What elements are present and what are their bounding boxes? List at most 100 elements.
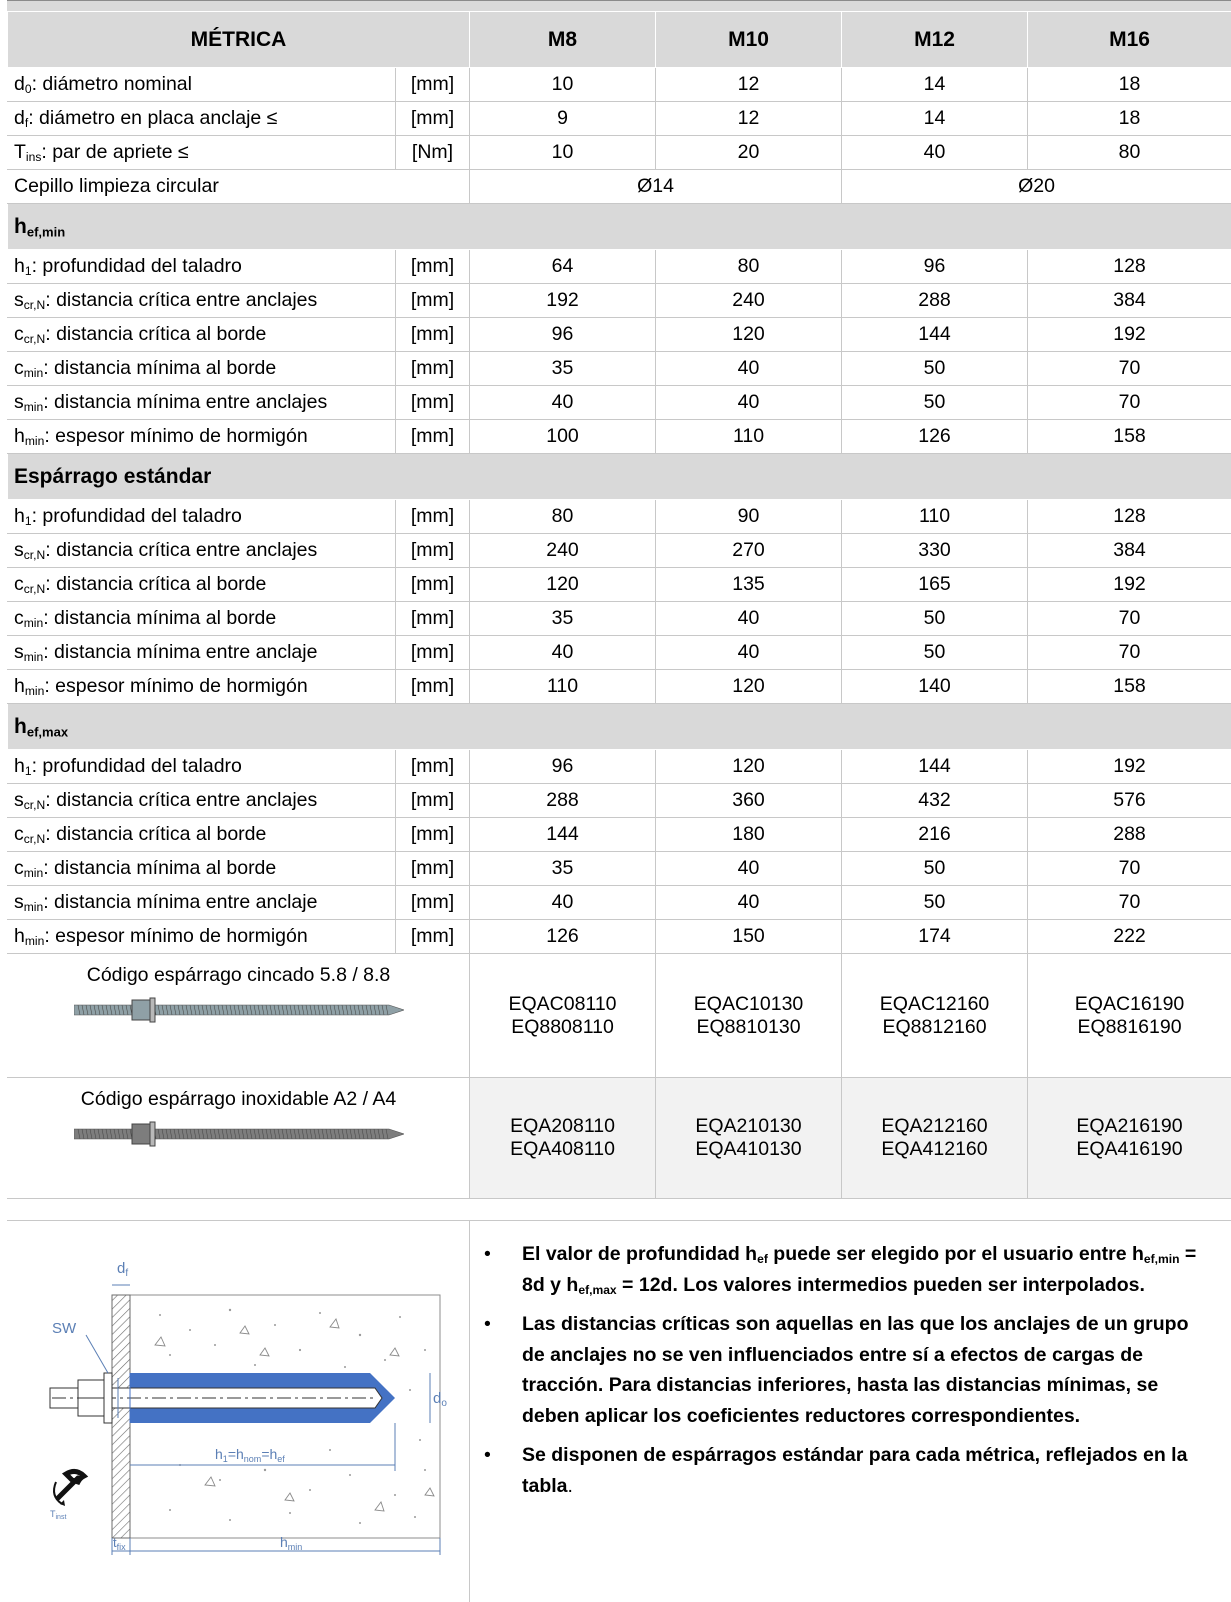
code-line: EQA410130 — [656, 1138, 841, 1161]
value-cell: 12 — [656, 102, 842, 136]
symbol-subscript: 1 — [25, 514, 32, 528]
row-label: scr,N: distancia crítica entre anclajes — [8, 534, 396, 568]
table-row: smin: distancia mínima entre anclaje[mm]… — [8, 886, 1231, 920]
unit-cell: [mm] — [396, 352, 470, 386]
label-sw: SW — [52, 1320, 77, 1337]
value-cell: 35 — [470, 852, 656, 886]
value-cell: 158 — [1028, 670, 1231, 704]
value-cell: 40 — [470, 386, 656, 420]
row-label: hmin: espesor mínimo de hormigón — [8, 420, 396, 454]
value-cell: 174 — [842, 920, 1028, 954]
value-cell: 40 — [656, 602, 842, 636]
symbol: s — [14, 289, 24, 311]
description: : distancia crítica entre anclajes — [45, 289, 317, 311]
row-label: ccr,N: distancia crítica al borde — [8, 568, 396, 602]
value-cell: 40 — [656, 352, 842, 386]
symbol-subscript: min — [25, 934, 44, 948]
torque-wrench-icon — [54, 1471, 84, 1506]
value-cell: 10 — [470, 136, 656, 170]
description: : distancia mínima entre anclaje — [43, 641, 317, 663]
code-line: EQA416190 — [1028, 1138, 1231, 1161]
symbol-subscript: cr,N — [24, 832, 45, 846]
table-row: smin: distancia mínima entre anclajes[mm… — [8, 386, 1231, 420]
row-label: d0: diámetro nominal — [8, 68, 396, 102]
row-label: hmin: espesor mínimo de hormigón — [8, 920, 396, 954]
value-cell: 192 — [1028, 568, 1231, 602]
symbol-subscript: cr,N — [24, 548, 45, 562]
table-row: scr,N: distancia crítica entre anclajes[… — [8, 534, 1231, 568]
value-cell: 50 — [842, 602, 1028, 636]
symbol-subscript: cr,N — [24, 582, 45, 596]
symbol-subscript: 1 — [25, 264, 32, 278]
value-cell: 64 — [470, 250, 656, 284]
symbol-subscript: min — [24, 900, 43, 914]
section-title-text: h — [14, 715, 27, 738]
value-cell: 120 — [656, 750, 842, 784]
row-label: smin: distancia mínima entre anclaje — [8, 636, 396, 670]
value-cell: 180 — [656, 818, 842, 852]
note-critical-distances: Las distancias críticas son aquellas en … — [522, 1309, 1214, 1431]
symbol-subscript: cr,N — [24, 332, 45, 346]
symbol: h — [14, 925, 25, 947]
value-cell: 128 — [1028, 250, 1231, 284]
unit-cell: [mm] — [396, 102, 470, 136]
description: : par de apriete ≤ — [41, 141, 188, 163]
symbol: s — [14, 891, 24, 913]
value-cell: 40 — [470, 636, 656, 670]
symbol-subscript: cr,N — [24, 798, 45, 812]
value-cell: 140 — [842, 670, 1028, 704]
value-cell: 288 — [470, 784, 656, 818]
value-cell: 70 — [1028, 636, 1231, 670]
value-cell: 110 — [656, 420, 842, 454]
spec-sheet: MÉTRICA M8 M10 M12 M16 d0: diámetro nomi… — [7, 0, 1231, 1199]
value-cell: 158 — [1028, 420, 1231, 454]
symbol: s — [14, 641, 24, 663]
code-line: EQ8812160 — [842, 1016, 1027, 1039]
code-line: EQ8808110 — [470, 1016, 655, 1039]
unit-cell: [mm] — [396, 750, 470, 784]
row-label: cmin: distancia mínima al borde — [8, 602, 396, 636]
symbol: h — [14, 675, 25, 697]
value-cell: 384 — [1028, 534, 1231, 568]
value-cell: 70 — [1028, 852, 1231, 886]
section-title-subscript: ef,max — [27, 724, 68, 739]
unit-cell: [Nm] — [396, 136, 470, 170]
description: : distancia mínima entre anclaje — [43, 891, 317, 913]
unit-cell: [mm] — [396, 420, 470, 454]
value-cell: 40 — [656, 886, 842, 920]
value-cell: 360 — [656, 784, 842, 818]
unit-cell: [mm] — [396, 534, 470, 568]
description: : distancia crítica entre anclajes — [45, 539, 317, 561]
value-cell: 14 — [842, 102, 1028, 136]
section-header: hef,max — [8, 704, 1231, 750]
value-cell: 12 — [656, 68, 842, 102]
value-cell: 126 — [842, 420, 1028, 454]
unit-cell: [mm] — [396, 852, 470, 886]
notes-list: El valor de profundidad hef puede ser el… — [474, 1239, 1214, 1501]
value-cell: 165 — [842, 568, 1028, 602]
code-caption: Código espárrago cincado 5.8 / 8.8 — [8, 964, 469, 987]
threaded-rod-image — [74, 1121, 404, 1147]
code-line: EQAC12160 — [842, 993, 1027, 1016]
code-line: EQAC10130 — [656, 993, 841, 1016]
symbol: c — [14, 823, 24, 845]
description: : distancia mínima entre anclajes — [43, 391, 327, 413]
value-cell: 120 — [656, 318, 842, 352]
value-cell: 70 — [1028, 352, 1231, 386]
unit-cell: [mm] — [396, 818, 470, 852]
value-cell: 70 — [1028, 886, 1231, 920]
description: : profundidad del taladro — [32, 755, 242, 777]
value-cell: 150 — [656, 920, 842, 954]
value-cell: 216 — [842, 818, 1028, 852]
value-cell: 576 — [1028, 784, 1231, 818]
symbol: c — [14, 573, 24, 595]
header-row: MÉTRICA M8 M10 M12 M16 — [8, 12, 1231, 68]
row-label: Tins: par de apriete ≤ — [8, 136, 396, 170]
